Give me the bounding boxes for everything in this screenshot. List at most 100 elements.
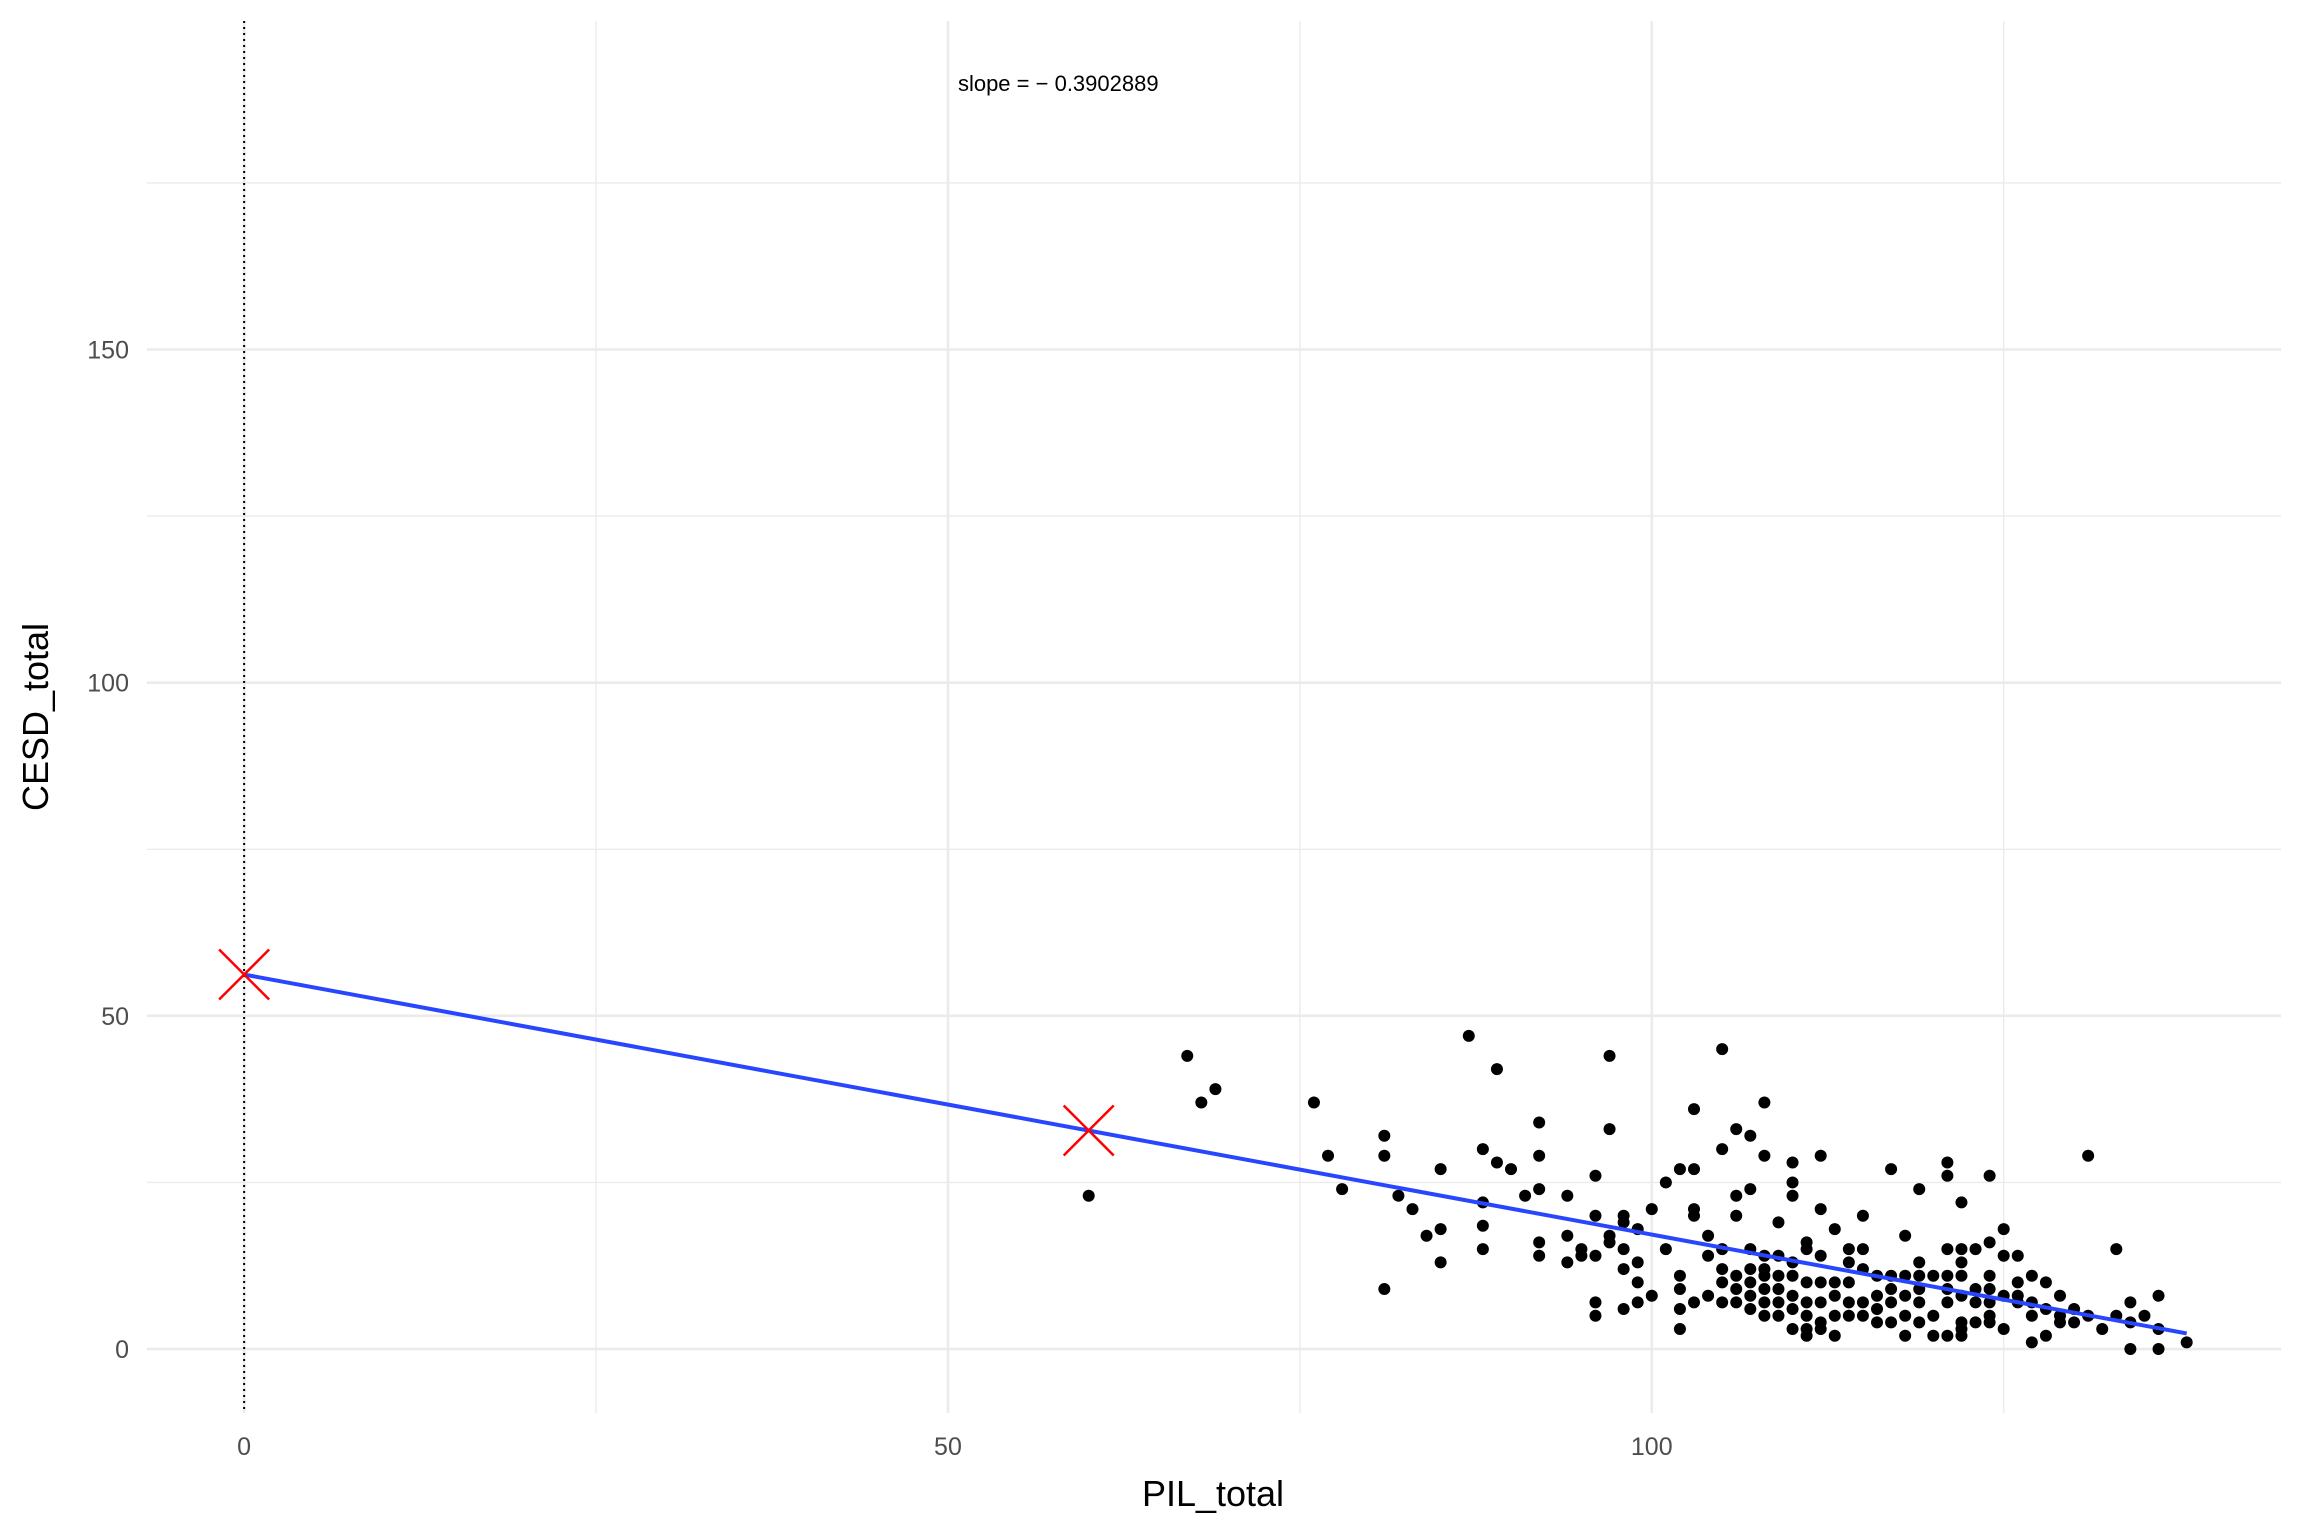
data-point bbox=[1702, 1249, 1715, 1262]
data-point bbox=[1871, 1316, 1884, 1329]
data-point bbox=[1814, 1203, 1827, 1216]
data-point bbox=[1589, 1209, 1602, 1222]
data-point bbox=[1941, 1329, 1954, 1342]
data-point bbox=[1828, 1223, 1841, 1236]
data-point bbox=[1828, 1329, 1841, 1342]
y-tick-labels: 0 50 100 150 bbox=[87, 337, 129, 1365]
data-point bbox=[1913, 1296, 1926, 1309]
data-point bbox=[2011, 1249, 2024, 1262]
data-point bbox=[1997, 1323, 2010, 1336]
data-point bbox=[1673, 1323, 1686, 1336]
data-point bbox=[1533, 1249, 1546, 1262]
data-point bbox=[1744, 1183, 1757, 1196]
data-point bbox=[1589, 1309, 1602, 1322]
data-point bbox=[1871, 1303, 1884, 1316]
data-point bbox=[1885, 1296, 1898, 1309]
data-point bbox=[1772, 1283, 1785, 1296]
data-point bbox=[1842, 1309, 1855, 1322]
data-point bbox=[1941, 1243, 1954, 1256]
highlight-x-mark bbox=[218, 948, 271, 1001]
data-point bbox=[1772, 1216, 1785, 1229]
data-point bbox=[1533, 1149, 1546, 1162]
data-point bbox=[1758, 1283, 1771, 1296]
data-point bbox=[1983, 1316, 1996, 1329]
x-tick-labels: 0 50 100 bbox=[237, 1433, 1672, 1461]
data-point bbox=[1744, 1263, 1757, 1276]
data-point bbox=[1969, 1243, 1982, 1256]
data-point bbox=[1800, 1329, 1813, 1342]
data-point bbox=[1378, 1129, 1391, 1142]
data-point bbox=[1814, 1276, 1827, 1289]
data-point bbox=[1744, 1289, 1757, 1302]
data-point bbox=[1490, 1063, 1503, 1076]
data-point bbox=[2011, 1276, 2024, 1289]
data-point bbox=[1899, 1269, 1912, 1282]
data-point bbox=[1828, 1276, 1841, 1289]
data-point bbox=[1885, 1283, 1898, 1296]
data-point bbox=[1631, 1276, 1644, 1289]
data-point bbox=[2124, 1296, 2137, 1309]
data-point bbox=[1899, 1309, 1912, 1322]
highlight-x-mark bbox=[1062, 1104, 1115, 1157]
regression-line-group bbox=[243, 972, 2188, 1336]
data-point bbox=[1434, 1256, 1447, 1269]
data-point bbox=[1378, 1149, 1391, 1162]
data-point bbox=[1969, 1316, 1982, 1329]
data-point bbox=[1772, 1269, 1785, 1282]
data-point bbox=[2025, 1309, 2038, 1322]
highlight-marks-group bbox=[218, 948, 1115, 1157]
data-point bbox=[1842, 1243, 1855, 1256]
data-point bbox=[2096, 1323, 2109, 1336]
data-point bbox=[1195, 1096, 1208, 1109]
data-point bbox=[1730, 1189, 1743, 1202]
data-point bbox=[1842, 1296, 1855, 1309]
data-point bbox=[1899, 1329, 1912, 1342]
data-point bbox=[1828, 1309, 1841, 1322]
data-point bbox=[1842, 1276, 1855, 1289]
data-point bbox=[1828, 1289, 1841, 1302]
y-tick-label: 100 bbox=[87, 670, 129, 698]
data-point bbox=[1603, 1049, 1616, 1062]
data-point bbox=[1181, 1049, 1194, 1062]
data-point bbox=[1673, 1283, 1686, 1296]
data-point bbox=[1420, 1229, 1433, 1242]
data-point bbox=[1462, 1029, 1475, 1042]
data-point bbox=[1814, 1323, 1827, 1336]
data-point bbox=[1997, 1223, 2010, 1236]
data-point bbox=[1913, 1183, 1926, 1196]
points-group bbox=[1082, 1029, 2193, 1356]
data-point bbox=[1800, 1296, 1813, 1309]
data-point bbox=[1702, 1229, 1715, 1242]
data-point bbox=[1631, 1256, 1644, 1269]
data-point bbox=[1730, 1296, 1743, 1309]
data-point bbox=[2025, 1336, 2038, 1349]
data-point bbox=[1983, 1269, 1996, 1282]
data-point bbox=[1927, 1269, 1940, 1282]
data-point bbox=[1631, 1296, 1644, 1309]
data-point bbox=[1082, 1189, 1095, 1202]
data-point bbox=[1561, 1229, 1574, 1242]
data-point bbox=[2124, 1343, 2137, 1356]
data-point bbox=[1955, 1243, 1968, 1256]
data-point bbox=[1716, 1043, 1729, 1056]
data-point bbox=[1322, 1149, 1335, 1162]
data-point bbox=[1772, 1309, 1785, 1322]
data-point bbox=[1842, 1256, 1855, 1269]
x-tick-label: 100 bbox=[1631, 1433, 1673, 1461]
data-point bbox=[1617, 1303, 1630, 1316]
data-point bbox=[1673, 1163, 1686, 1176]
data-point bbox=[1758, 1096, 1771, 1109]
x-axis-title: PIL_total bbox=[1142, 1473, 1284, 1514]
data-point bbox=[1673, 1303, 1686, 1316]
data-point bbox=[1490, 1156, 1503, 1169]
data-point bbox=[1716, 1276, 1729, 1289]
data-point bbox=[2082, 1149, 2095, 1162]
data-point bbox=[1617, 1263, 1630, 1276]
data-point bbox=[1758, 1269, 1771, 1282]
data-point bbox=[1561, 1189, 1574, 1202]
data-point bbox=[1476, 1243, 1489, 1256]
data-point bbox=[1688, 1296, 1701, 1309]
data-point bbox=[1983, 1236, 1996, 1249]
data-point bbox=[1659, 1176, 1672, 1189]
